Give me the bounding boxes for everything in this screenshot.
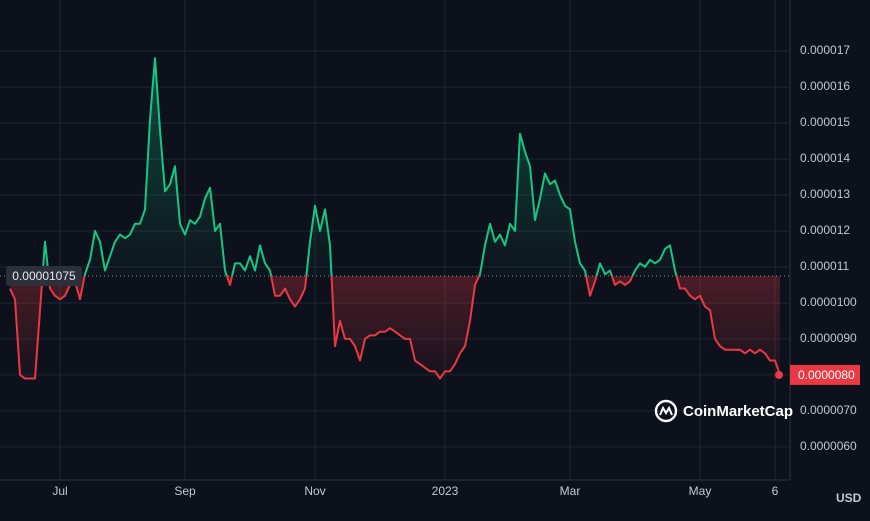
y-tick-label: 0.0000090: [800, 331, 857, 345]
x-tick-label: May: [689, 484, 712, 498]
x-tick-label: 2023: [432, 484, 459, 498]
x-tick-label: Jul: [52, 484, 67, 498]
baseline-label-box: [6, 265, 82, 286]
watermark-logo-mark: [659, 405, 673, 416]
y-tick-label: 0.000012: [800, 223, 850, 237]
x-tick-label: Mar: [560, 484, 581, 498]
watermark-logo: [654, 399, 678, 423]
watermark: CoinMarketCap: [654, 399, 793, 423]
label-layer: 0.0000060 0.0000070 0.0000080 0.0000090 0.00…: [6, 43, 860, 498]
y-tick-label: 0.0000060: [800, 439, 857, 453]
current-price-label: 0.0000080: [798, 368, 855, 382]
price-line: [9, 57, 781, 380]
x-tick-label: Sep: [174, 484, 196, 498]
x-tick-label: 6: [772, 484, 779, 498]
y-tick-label: 0.000015: [800, 115, 850, 129]
y-tick-label: 0.000017: [800, 43, 850, 57]
y-tick-label: 0.000016: [800, 79, 850, 93]
y-tick-label: 0.000011: [800, 259, 849, 273]
plot-layer: [0, 57, 790, 380]
baseline-label: 0.00001075: [12, 269, 76, 283]
current-price-dot: [775, 370, 783, 379]
current-price-box: [790, 364, 860, 385]
x-tick-label: Nov: [304, 484, 325, 498]
y-tick-label: 0.000013: [800, 187, 850, 201]
y-tick-label: 0.000014: [800, 151, 850, 165]
watermark-text: CoinMarketCap: [683, 403, 793, 420]
y-tick-label: 0.0000100: [800, 295, 857, 309]
y-tick-label: 0.0000070: [800, 403, 857, 417]
area: [10, 58, 780, 379]
currency-label: USD: [836, 491, 862, 505]
